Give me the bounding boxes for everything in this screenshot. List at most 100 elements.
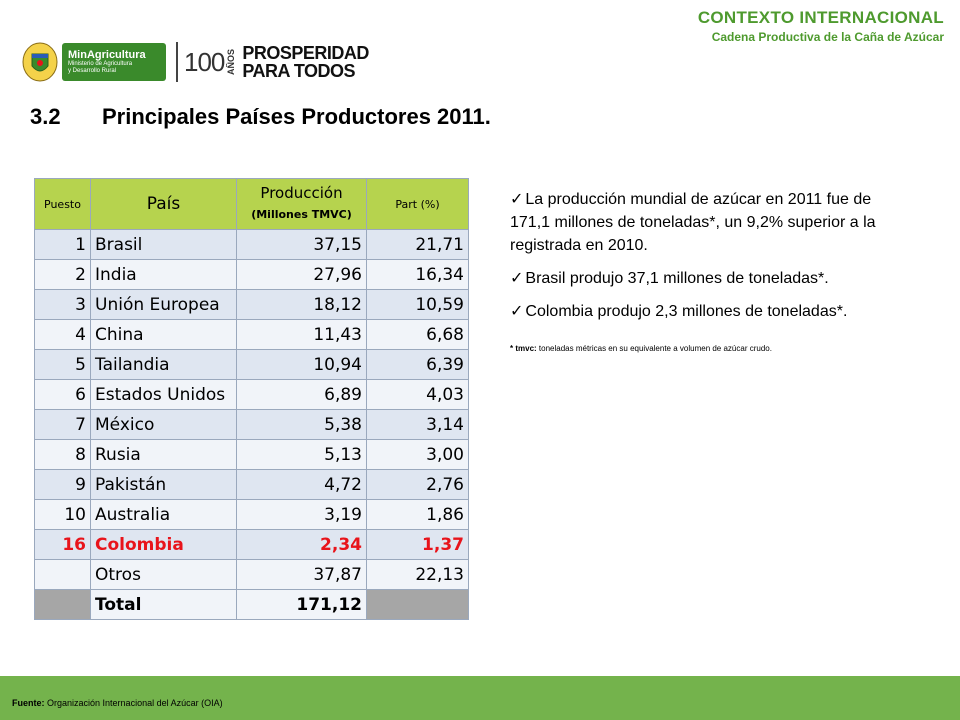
table-header-row: Puesto País Producción (Millones TMVC) P…	[34, 178, 469, 230]
cell-part-empty	[366, 589, 469, 620]
header-part: Part (%)	[366, 178, 469, 230]
cell-puesto: 8	[34, 439, 91, 470]
cell-part: 16,34	[366, 259, 469, 290]
logo-bar: MinAgricultura Ministerio de Agricultura…	[22, 40, 369, 84]
cell-pais: Estados Unidos	[90, 379, 237, 410]
ministry-line-3: y Desarrollo Rural	[68, 68, 117, 74]
cell-produccion: 5,38	[236, 409, 367, 440]
header-pais: País	[90, 178, 237, 230]
footnote: * tmvc: toneladas métricas en su equival…	[510, 337, 890, 360]
prosperidad-logo: PROSPERIDAD PARA TODOS	[242, 44, 369, 80]
cell-pais: Colombia	[90, 529, 237, 560]
production-table: Puesto País Producción (Millones TMVC) P…	[34, 178, 469, 620]
table-row: 3 Unión Europea 18,12 10,59	[34, 289, 469, 320]
cell-puesto: 16	[34, 529, 91, 560]
cell-produccion: 3,19	[236, 499, 367, 530]
cell-part: 6,39	[366, 349, 469, 380]
logo-divider	[176, 42, 178, 82]
header-produccion-unit: (Millones TMVC)	[251, 208, 352, 221]
table-row: 4 China 11,43 6,68	[34, 319, 469, 350]
checkmark-icon: ✓	[510, 270, 524, 287]
cell-pais: Brasil	[90, 229, 237, 260]
bullet-text: La producción mundial de azúcar en 2011 …	[510, 191, 876, 254]
cell-pais: México	[90, 409, 237, 440]
source-line: Fuente: Organización Internacional del A…	[12, 698, 223, 708]
source-label: Fuente:	[12, 698, 45, 708]
section-title: 3.2 Principales Países Productores 2011.	[30, 104, 491, 130]
table-row: 5 Tailandia 10,94 6,39	[34, 349, 469, 380]
cell-part: 21,71	[366, 229, 469, 260]
table-row: 10 Australia 3,19 1,86	[34, 499, 469, 530]
cell-pais: Rusia	[90, 439, 237, 470]
header: CONTEXTO INTERNACIONAL Cadena Productiva…	[698, 8, 944, 44]
cell-pais: Australia	[90, 499, 237, 530]
cell-puesto: 6	[34, 379, 91, 410]
cell-part: 1,37	[366, 529, 469, 560]
cell-produccion: 5,13	[236, 439, 367, 470]
cell-part: 6,68	[366, 319, 469, 350]
cell-pais: Tailandia	[90, 349, 237, 380]
footnote-label: * tmvc:	[510, 344, 537, 353]
cell-produccion: 37,15	[236, 229, 367, 260]
cell-total-label: Total	[90, 589, 237, 620]
table-row: 1 Brasil 37,15 21,71	[34, 229, 469, 260]
colombia-shield-icon	[22, 42, 58, 82]
cell-puesto: 9	[34, 469, 91, 500]
table-row: 6 Estados Unidos 6,89 4,03	[34, 379, 469, 410]
table-row: 2 India 27,96 16,34	[34, 259, 469, 290]
cell-part: 3,00	[366, 439, 469, 470]
footnote-text: toneladas métricas en su equivalente a v…	[538, 344, 772, 353]
prosperidad-line-1: PROSPERIDAD	[242, 43, 369, 63]
anos-number: 100	[184, 46, 225, 77]
table-row: 7 México 5,38 3,14	[34, 409, 469, 440]
ministry-name: MinAgricultura	[68, 49, 146, 61]
cell-part: 22,13	[366, 559, 469, 590]
cell-puesto: 1	[34, 229, 91, 260]
table-row: 8 Rusia 5,13 3,00	[34, 439, 469, 470]
footer-bar: Fuente: Organización Internacional del A…	[0, 676, 960, 720]
ministry-line-2: Ministerio de Agricultura	[68, 61, 133, 67]
cell-produccion: 27,96	[236, 259, 367, 290]
cell-puesto	[34, 559, 91, 590]
cell-part: 2,76	[366, 469, 469, 500]
section-number: 3.2	[30, 104, 61, 129]
cell-total-produccion: 171,12	[236, 589, 367, 620]
header-puesto: Puesto	[34, 178, 91, 230]
table-row-total: Total 171,12	[34, 589, 469, 620]
bullet-item: ✓ La producción mundial de azúcar en 2011…	[510, 188, 890, 257]
cell-puesto: 5	[34, 349, 91, 380]
section-title-text: Principales Países Productores 2011.	[102, 104, 491, 129]
cell-produccion: 11,43	[236, 319, 367, 350]
cell-produccion: 10,94	[236, 349, 367, 380]
cell-pais: India	[90, 259, 237, 290]
prosperidad-line-2: PARA TODOS	[242, 61, 356, 81]
cell-produccion: 4,72	[236, 469, 367, 500]
cell-part: 1,86	[366, 499, 469, 530]
bullet-list: ✓ La producción mundial de azúcar en 2011…	[510, 188, 890, 360]
cell-produccion: 18,12	[236, 289, 367, 320]
cell-part: 10,59	[366, 289, 469, 320]
cell-pais: Otros	[90, 559, 237, 590]
header-produccion-label: Producción	[260, 184, 343, 202]
cell-puesto: 10	[34, 499, 91, 530]
cell-part: 3,14	[366, 409, 469, 440]
checkmark-icon: ✓	[510, 191, 524, 208]
ministry-logo: MinAgricultura Ministerio de Agricultura…	[62, 43, 166, 81]
source-text: Organización Internacional del Azúcar (O…	[47, 698, 223, 708]
cell-produccion: 6,89	[236, 379, 367, 410]
cell-pais: Pakistán	[90, 469, 237, 500]
anos-text: AÑOS	[226, 48, 237, 75]
header-produccion: Producción (Millones TMVC)	[236, 178, 367, 230]
bullet-text: Colombia produjo 2,3 millones de tonelad…	[525, 303, 848, 320]
cell-pais: China	[90, 319, 237, 350]
table-row: 9 Pakistán 4,72 2,76	[34, 469, 469, 500]
cell-puesto: 7	[34, 409, 91, 440]
bullet-item: ✓ Brasil produjo 37,1 millones de tonelad…	[510, 267, 890, 290]
table-row-colombia: 16 Colombia 2,34 1,37	[34, 529, 469, 560]
cell-puesto-empty	[34, 589, 91, 620]
cell-puesto: 3	[34, 289, 91, 320]
cell-puesto: 2	[34, 259, 91, 290]
header-subtitle: Cadena Productiva de la Caña de Azúcar	[711, 30, 944, 44]
cell-puesto: 4	[34, 319, 91, 350]
table-row: Otros 37,87 22,13	[34, 559, 469, 590]
